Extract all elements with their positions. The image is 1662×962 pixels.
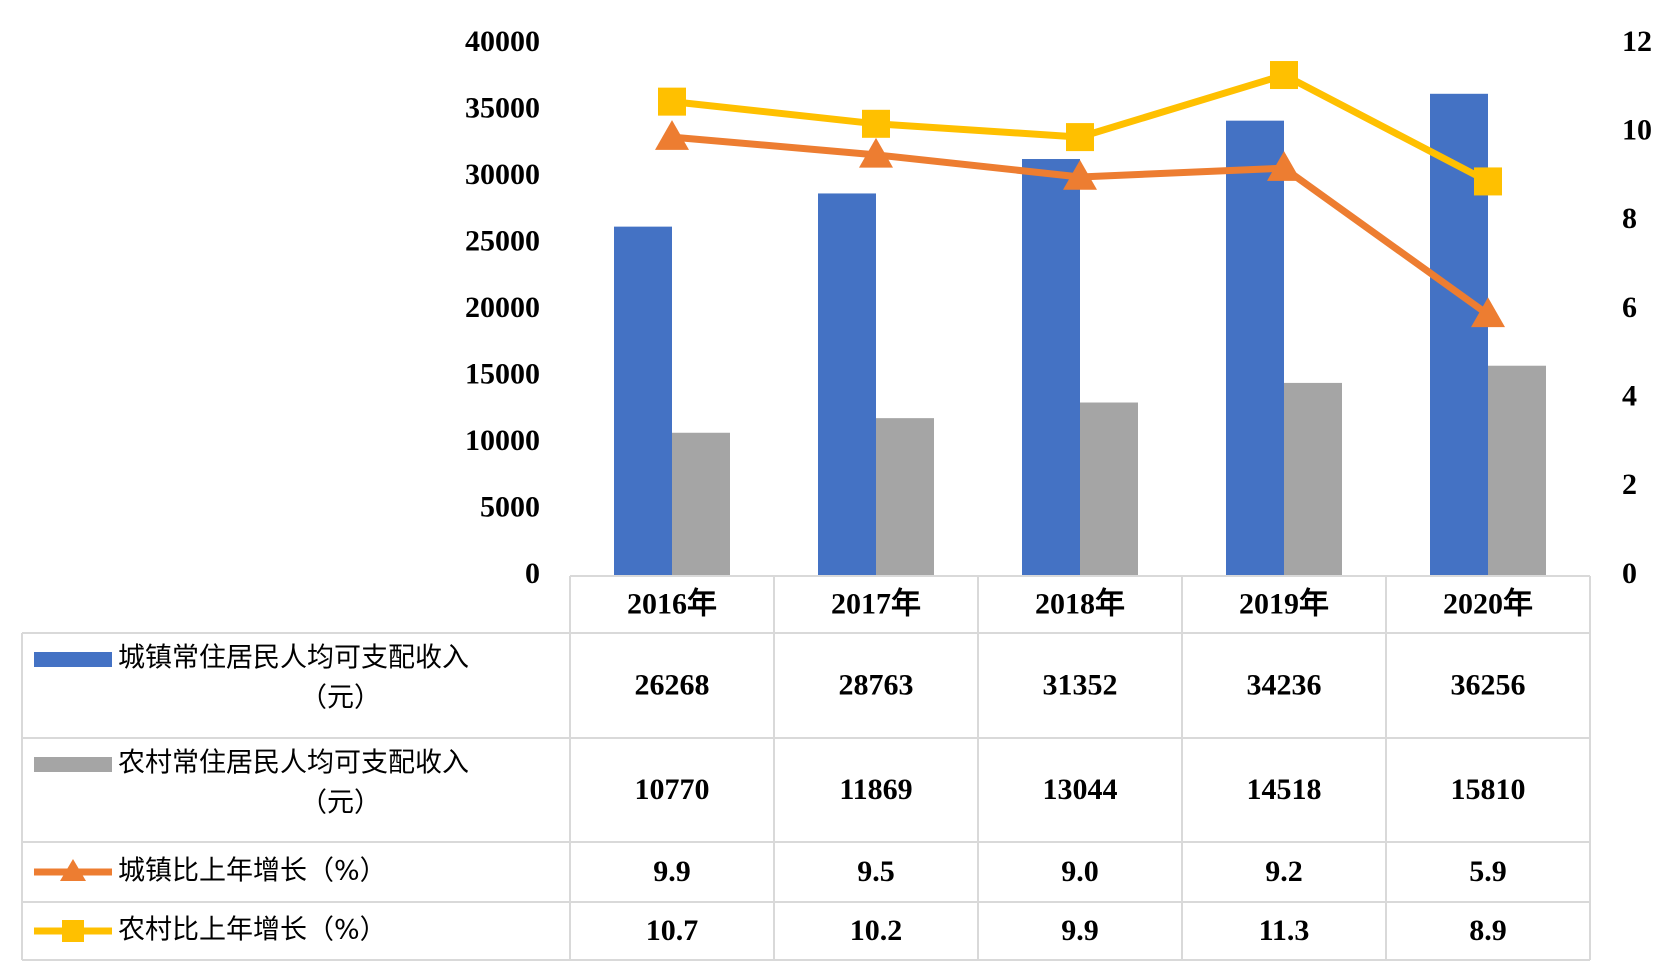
- square-marker-3-0: [658, 87, 686, 116]
- y-right-tick-label: 2: [1622, 468, 1637, 501]
- category-label: 2019年: [1239, 587, 1329, 620]
- table-cell-value: 34236: [1247, 668, 1322, 701]
- table-cell-value: 9.9: [1061, 914, 1099, 947]
- bar-1-4: [1488, 365, 1546, 576]
- y-right-tick-label: 4: [1622, 380, 1637, 413]
- table-cell-value: 9.0: [1061, 855, 1099, 888]
- category-label: 2017年: [831, 587, 921, 620]
- y-right-tick-label: 0: [1622, 557, 1637, 590]
- table-cell-value: 14518: [1247, 773, 1322, 806]
- table-cell-value: 8.9: [1469, 914, 1507, 947]
- bar-1-0: [672, 432, 730, 576]
- table-cell-value: 9.2: [1265, 855, 1303, 888]
- square-marker-3-3: [1270, 61, 1298, 90]
- triangle-marker-2-0: [655, 120, 689, 150]
- legend-key-1: [34, 757, 112, 772]
- y-left-tick-label: 10000: [465, 424, 540, 457]
- bar-1-2: [1080, 402, 1138, 576]
- category-label: 2018年: [1035, 587, 1125, 620]
- square-marker-3-2: [1066, 123, 1094, 152]
- y-left-tick-label: 15000: [465, 357, 540, 390]
- triangle-marker-2-4: [1471, 297, 1505, 328]
- table-cell-value: 26268: [635, 668, 710, 701]
- y-right-tick-label: 8: [1622, 202, 1637, 235]
- category-label: 2016年: [627, 587, 717, 620]
- triangle-marker-2-2: [1063, 160, 1097, 190]
- table-cell-value: 10.2: [850, 914, 903, 947]
- table-cell-value: 36256: [1451, 668, 1526, 701]
- y-left-tick-label: 5000: [480, 490, 540, 523]
- y-left-tick-label: 0: [525, 557, 540, 590]
- table-cell-value: 9.9: [653, 855, 691, 888]
- legend-label-unit: （元）: [300, 683, 381, 714]
- y-left-tick-label: 30000: [465, 158, 540, 191]
- category-label: 2020年: [1443, 587, 1533, 620]
- y-left-tick-label: 25000: [465, 224, 540, 257]
- y-left-tick-label: 35000: [465, 91, 540, 124]
- y-right-tick-label: 10: [1622, 114, 1652, 147]
- square-marker-3-4: [1474, 167, 1502, 196]
- y-left-tick-label: 20000: [465, 291, 540, 324]
- legend-triangle-marker: [60, 859, 86, 881]
- y-right-tick-label: 6: [1622, 291, 1637, 324]
- triangle-marker-2-3: [1267, 151, 1301, 181]
- legend-label: 农村比上年增长（%）: [118, 915, 387, 946]
- legend-square-marker: [62, 920, 84, 942]
- y-right-tick-label: 12: [1622, 25, 1652, 58]
- table-cell-value: 31352: [1043, 668, 1118, 701]
- table-cell-value: 15810: [1451, 773, 1526, 806]
- square-marker-3-1: [862, 109, 890, 138]
- table-cell-value: 9.5: [857, 855, 895, 888]
- bar-0-1: [818, 193, 876, 577]
- legend-key-0: [34, 652, 112, 667]
- table-cell-value: 10770: [635, 773, 710, 806]
- legend-label: 城镇常住居民人均可支配收入: [118, 643, 469, 674]
- legend-label-unit: （元）: [300, 788, 381, 819]
- bar-0-3: [1226, 120, 1284, 577]
- y-left-tick-label: 40000: [465, 25, 540, 58]
- legend-label: 农村常住居民人均可支配收入: [118, 748, 469, 779]
- bar-0-0: [614, 226, 672, 576]
- bar-1-1: [876, 418, 934, 576]
- table-cell-value: 13044: [1043, 773, 1118, 806]
- table-cell-value: 11869: [839, 773, 912, 806]
- table-cell-value: 10.7: [646, 914, 699, 947]
- table-cell-value: 28763: [839, 668, 914, 701]
- triangle-marker-2-1: [859, 137, 893, 168]
- bar-0-2: [1022, 159, 1080, 576]
- bar-1-3: [1284, 382, 1342, 576]
- table-cell-value: 11.3: [1259, 914, 1310, 947]
- legend-label: 城镇比上年增长（%）: [118, 856, 387, 887]
- table-cell-value: 5.9: [1469, 855, 1507, 888]
